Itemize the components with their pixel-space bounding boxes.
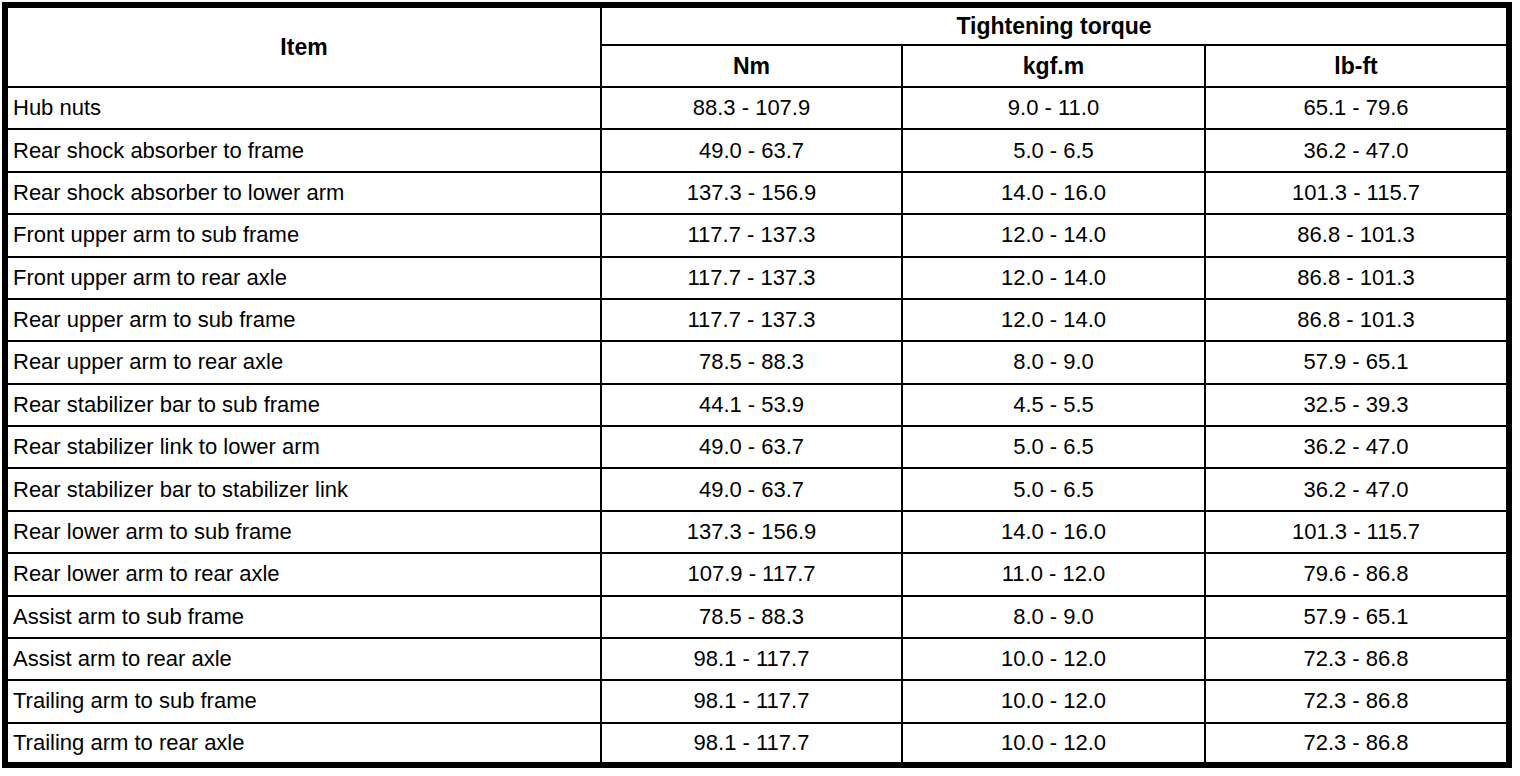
kgfm-value-cell: 12.0 - 14.0	[902, 257, 1205, 299]
item-cell: Assist arm to sub frame	[5, 596, 601, 638]
kgfm-value-cell: 8.0 - 9.0	[902, 596, 1205, 638]
nm-value-cell: 107.9 - 117.7	[601, 553, 902, 595]
nm-value-cell: 117.7 - 137.3	[601, 214, 902, 256]
item-cell: Rear lower arm to rear axle	[5, 553, 601, 595]
nm-value-cell: 98.1 - 117.7	[601, 638, 902, 680]
lbft-value-cell: 57.9 - 65.1	[1205, 596, 1509, 638]
nm-value-cell: 44.1 - 53.9	[601, 384, 902, 426]
kgfm-value-cell: 10.0 - 12.0	[902, 680, 1205, 722]
item-cell: Rear upper arm to sub frame	[5, 299, 601, 341]
item-cell: Rear shock absorber to frame	[5, 129, 601, 171]
kgfm-value-cell: 10.0 - 12.0	[902, 723, 1205, 765]
lbft-value-cell: 65.1 - 79.6	[1205, 87, 1509, 129]
kgfm-value-cell: 5.0 - 6.5	[902, 468, 1205, 510]
kgfm-value-cell: 12.0 - 14.0	[902, 299, 1205, 341]
lbft-value-cell: 72.3 - 86.8	[1205, 638, 1509, 680]
item-cell: Front upper arm to sub frame	[5, 214, 601, 256]
column-header-nm: Nm	[601, 45, 902, 87]
item-cell: Rear shock absorber to lower arm	[5, 172, 601, 214]
lbft-value-cell: 86.8 - 101.3	[1205, 299, 1509, 341]
kgfm-value-cell: 5.0 - 6.5	[902, 426, 1205, 468]
kgfm-value-cell: 10.0 - 12.0	[902, 638, 1205, 680]
item-cell: Trailing arm to rear axle	[5, 723, 601, 765]
header-group-row: Item Tightening torque	[5, 5, 1509, 45]
item-cell: Trailing arm to sub frame	[5, 680, 601, 722]
table-row: Assist arm to rear axle 98.1 - 117.7 10.…	[5, 638, 1509, 680]
table-row: Front upper arm to rear axle 117.7 - 137…	[5, 257, 1509, 299]
item-cell: Rear stabilizer link to lower arm	[5, 426, 601, 468]
table-body: Hub nuts 88.3 - 107.9 9.0 - 11.0 65.1 - …	[5, 87, 1509, 765]
nm-value-cell: 137.3 - 156.9	[601, 172, 902, 214]
item-cell: Rear stabilizer bar to sub frame	[5, 384, 601, 426]
lbft-value-cell: 101.3 - 115.7	[1205, 511, 1509, 553]
lbft-value-cell: 86.8 - 101.3	[1205, 257, 1509, 299]
item-cell: Rear stabilizer bar to stabilizer link	[5, 468, 601, 510]
nm-value-cell: 98.1 - 117.7	[601, 723, 902, 765]
table-row: Hub nuts 88.3 - 107.9 9.0 - 11.0 65.1 - …	[5, 87, 1509, 129]
nm-value-cell: 49.0 - 63.7	[601, 426, 902, 468]
table-row: Rear stabilizer bar to sub frame 44.1 - …	[5, 384, 1509, 426]
item-cell: Rear upper arm to rear axle	[5, 341, 601, 383]
lbft-value-cell: 79.6 - 86.8	[1205, 553, 1509, 595]
nm-value-cell: 78.5 - 88.3	[601, 341, 902, 383]
kgfm-value-cell: 14.0 - 16.0	[902, 172, 1205, 214]
item-cell: Hub nuts	[5, 87, 601, 129]
nm-value-cell: 117.7 - 137.3	[601, 257, 902, 299]
lbft-value-cell: 72.3 - 86.8	[1205, 680, 1509, 722]
column-header-item: Item	[5, 5, 601, 87]
item-cell: Assist arm to rear axle	[5, 638, 601, 680]
column-header-lbft: lb-ft	[1205, 45, 1509, 87]
kgfm-value-cell: 14.0 - 16.0	[902, 511, 1205, 553]
kgfm-value-cell: 9.0 - 11.0	[902, 87, 1205, 129]
group-header-tightening-torque: Tightening torque	[601, 5, 1509, 45]
lbft-value-cell: 32.5 - 39.3	[1205, 384, 1509, 426]
table-row: Trailing arm to sub frame 98.1 - 117.7 1…	[5, 680, 1509, 722]
lbft-value-cell: 57.9 - 65.1	[1205, 341, 1509, 383]
nm-value-cell: 88.3 - 107.9	[601, 87, 902, 129]
nm-value-cell: 78.5 - 88.3	[601, 596, 902, 638]
lbft-value-cell: 86.8 - 101.3	[1205, 214, 1509, 256]
kgfm-value-cell: 12.0 - 14.0	[902, 214, 1205, 256]
nm-value-cell: 49.0 - 63.7	[601, 129, 902, 171]
table-row: Trailing arm to rear axle 98.1 - 117.7 1…	[5, 723, 1509, 765]
nm-value-cell: 98.1 - 117.7	[601, 680, 902, 722]
table-row: Rear stabilizer bar to stabilizer link 4…	[5, 468, 1509, 510]
nm-value-cell: 49.0 - 63.7	[601, 468, 902, 510]
tightening-torque-table: Item Tightening torque Nm kgf.m lb-ft Hu…	[2, 2, 1512, 768]
table-row: Front upper arm to sub frame 117.7 - 137…	[5, 214, 1509, 256]
kgfm-value-cell: 4.5 - 5.5	[902, 384, 1205, 426]
table-row: Rear lower arm to sub frame 137.3 - 156.…	[5, 511, 1509, 553]
table-header: Item Tightening torque Nm kgf.m lb-ft	[5, 5, 1509, 87]
nm-value-cell: 137.3 - 156.9	[601, 511, 902, 553]
lbft-value-cell: 36.2 - 47.0	[1205, 129, 1509, 171]
nm-value-cell: 117.7 - 137.3	[601, 299, 902, 341]
lbft-value-cell: 101.3 - 115.7	[1205, 172, 1509, 214]
column-header-kgfm: kgf.m	[902, 45, 1205, 87]
kgfm-value-cell: 8.0 - 9.0	[902, 341, 1205, 383]
table-row: Rear shock absorber to frame 49.0 - 63.7…	[5, 129, 1509, 171]
table-row: Assist arm to sub frame 78.5 - 88.3 8.0 …	[5, 596, 1509, 638]
item-cell: Front upper arm to rear axle	[5, 257, 601, 299]
table-row: Rear stabilizer link to lower arm 49.0 -…	[5, 426, 1509, 468]
lbft-value-cell: 36.2 - 47.0	[1205, 468, 1509, 510]
item-cell: Rear lower arm to sub frame	[5, 511, 601, 553]
table-row: Rear upper arm to rear axle 78.5 - 88.3 …	[5, 341, 1509, 383]
table-row: Rear shock absorber to lower arm 137.3 -…	[5, 172, 1509, 214]
kgfm-value-cell: 5.0 - 6.5	[902, 129, 1205, 171]
lbft-value-cell: 72.3 - 86.8	[1205, 723, 1509, 765]
table-row: Rear upper arm to sub frame 117.7 - 137.…	[5, 299, 1509, 341]
table-row: Rear lower arm to rear axle 107.9 - 117.…	[5, 553, 1509, 595]
lbft-value-cell: 36.2 - 47.0	[1205, 426, 1509, 468]
kgfm-value-cell: 11.0 - 12.0	[902, 553, 1205, 595]
